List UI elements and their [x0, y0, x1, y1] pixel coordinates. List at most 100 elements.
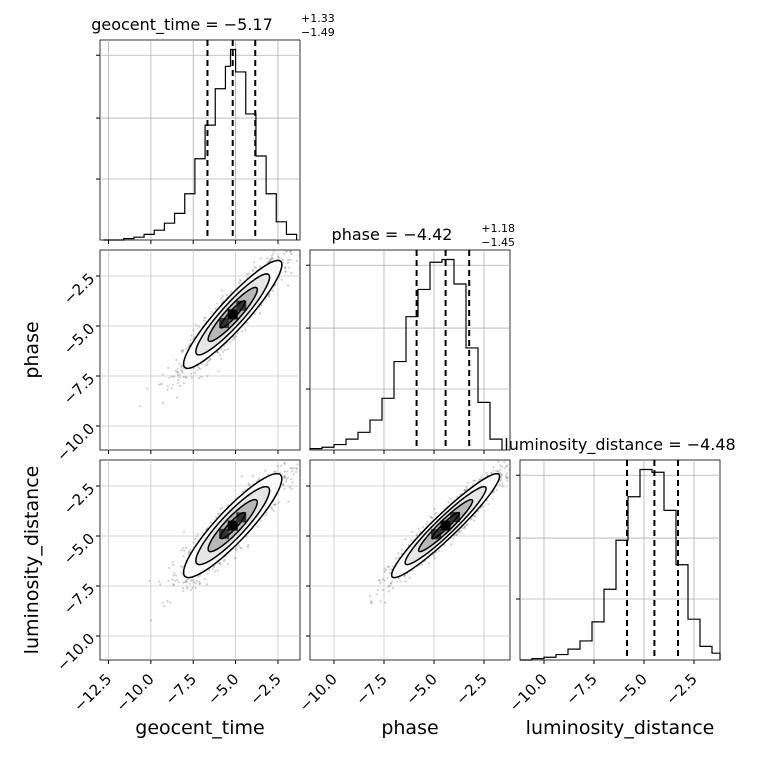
scatter-point — [234, 547, 238, 550]
scatter-point — [464, 489, 467, 492]
scatter-point — [295, 259, 298, 263]
scatter-point — [239, 279, 242, 282]
scatter-point — [271, 257, 275, 260]
scatter-point — [247, 544, 250, 547]
scatter-area — [100, 457, 303, 660]
scatter-point — [389, 571, 392, 575]
scatter-point — [184, 546, 188, 550]
scatter-point — [388, 584, 391, 588]
scatter-point — [193, 366, 196, 370]
scatter-point — [272, 509, 275, 512]
scatter-point — [282, 475, 285, 478]
scatter-point — [383, 570, 386, 573]
scatter-point — [399, 580, 402, 583]
scatter-point — [185, 579, 188, 582]
scatter-point — [286, 284, 290, 287]
scatter-point — [386, 576, 389, 580]
scatter-point — [148, 579, 151, 582]
scatter-point — [283, 475, 286, 478]
scatter-point — [505, 476, 508, 479]
scatter-point — [282, 483, 285, 486]
scatter-point — [305, 244, 307, 246]
scatter-point — [508, 468, 510, 471]
scatter-point — [190, 376, 193, 379]
x-tick-label: −2.5 — [452, 670, 490, 708]
scatter-point — [190, 579, 193, 582]
scatter-point — [277, 501, 280, 504]
scatter-point — [501, 482, 504, 485]
scatter-point — [180, 349, 183, 352]
scatter-point — [456, 495, 459, 498]
scatter-point — [217, 562, 220, 565]
scatter-point — [194, 537, 197, 540]
scatter-point — [284, 266, 287, 270]
scatter-point — [209, 358, 212, 361]
scatter-point — [246, 545, 249, 548]
scatter-point — [192, 581, 195, 584]
scatter-panel-phase-luminosity_distance — [306, 459, 516, 664]
scatter-point — [221, 294, 224, 297]
scatter-point — [384, 601, 387, 604]
scatter-point — [252, 261, 256, 264]
scatter-point — [379, 600, 382, 603]
scatter-point — [465, 486, 468, 489]
scatter-point — [226, 562, 229, 566]
scatter-point — [194, 586, 197, 590]
scatter-point — [404, 537, 407, 541]
density-peak-block — [227, 520, 238, 531]
x-tick-label: −10.0 — [296, 670, 341, 715]
contour-line-1 — [417, 498, 474, 553]
scatter-point — [290, 271, 293, 275]
scatter-point — [369, 594, 372, 598]
scatter-point — [499, 468, 502, 471]
scatter-point — [200, 363, 203, 366]
scatter-point — [437, 550, 441, 553]
scatter-point — [244, 328, 247, 331]
scatter-point — [299, 250, 300, 251]
scatter-point — [180, 549, 183, 552]
scatter-point — [421, 563, 424, 566]
scatter-point — [370, 601, 373, 604]
scatter-point — [389, 568, 392, 571]
scatter-point — [290, 457, 292, 459]
scatter-point — [160, 383, 163, 386]
scatter-point — [247, 483, 251, 486]
scatter-point — [184, 581, 187, 584]
scatter-point — [377, 579, 380, 582]
scatter-point — [301, 464, 303, 466]
scatter-point — [204, 316, 207, 319]
scatter-point — [499, 478, 503, 481]
scatter-point — [506, 479, 509, 482]
scatter-point — [226, 348, 230, 351]
y-tick-label: −10.0 — [53, 630, 98, 675]
x-tick-label: −5.0 — [612, 670, 650, 708]
scatter-point — [184, 376, 187, 379]
scatter-point — [190, 334, 193, 337]
scatter-point — [172, 583, 175, 586]
scatter-point — [187, 345, 190, 348]
scatter-point — [185, 585, 189, 589]
scatter-point — [172, 563, 175, 566]
scatter-point — [387, 565, 390, 568]
scatter-point — [300, 471, 302, 473]
scatter-point — [404, 580, 407, 583]
scatter-point — [290, 470, 293, 473]
scatter-point — [176, 367, 179, 370]
scatter-point — [514, 486, 516, 488]
scatter-point — [197, 532, 200, 535]
scatter-point — [449, 497, 452, 500]
scatter-point — [286, 476, 289, 480]
scatter-point — [496, 470, 500, 473]
scatter-point — [182, 555, 185, 558]
scatter-point — [274, 503, 277, 506]
scatter-point — [173, 579, 177, 582]
scatter-point — [267, 294, 270, 297]
scatter-point — [197, 575, 200, 578]
scatter-point — [284, 475, 287, 478]
contour-line-2 — [195, 485, 271, 566]
scatter-point — [273, 470, 276, 473]
scatter-point — [178, 376, 181, 379]
scatter-point — [246, 321, 249, 325]
scatter-point — [463, 489, 466, 492]
scatter-point — [176, 371, 179, 374]
